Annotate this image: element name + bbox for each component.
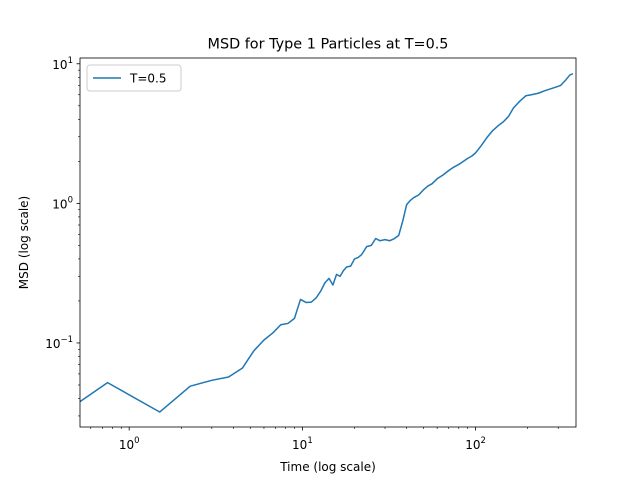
axis-ticks: 100 101 102 10−1 100 101 — [45, 56, 559, 452]
legend: T=0.5 — [86, 64, 182, 92]
y-tick-label: 100 — [52, 195, 73, 211]
axes-frame — [79, 57, 577, 428]
x-tick-label: 102 — [465, 436, 486, 452]
x-tick-label: 101 — [292, 436, 313, 452]
legend-label: T=0.5 — [129, 72, 166, 86]
series-line-0 — [79, 72, 574, 413]
legend-box — [86, 64, 182, 92]
y-axis-label: MSD (log scale) — [17, 196, 31, 289]
y-tick-label: 10−1 — [45, 335, 73, 351]
y-tick-label: 101 — [52, 56, 73, 72]
x-axis-label: Time (log scale) — [279, 460, 376, 474]
chart-title: MSD for Type 1 Particles at T=0.5 — [208, 37, 449, 53]
plot-area — [79, 72, 574, 413]
x-tick-label: 100 — [119, 436, 140, 452]
